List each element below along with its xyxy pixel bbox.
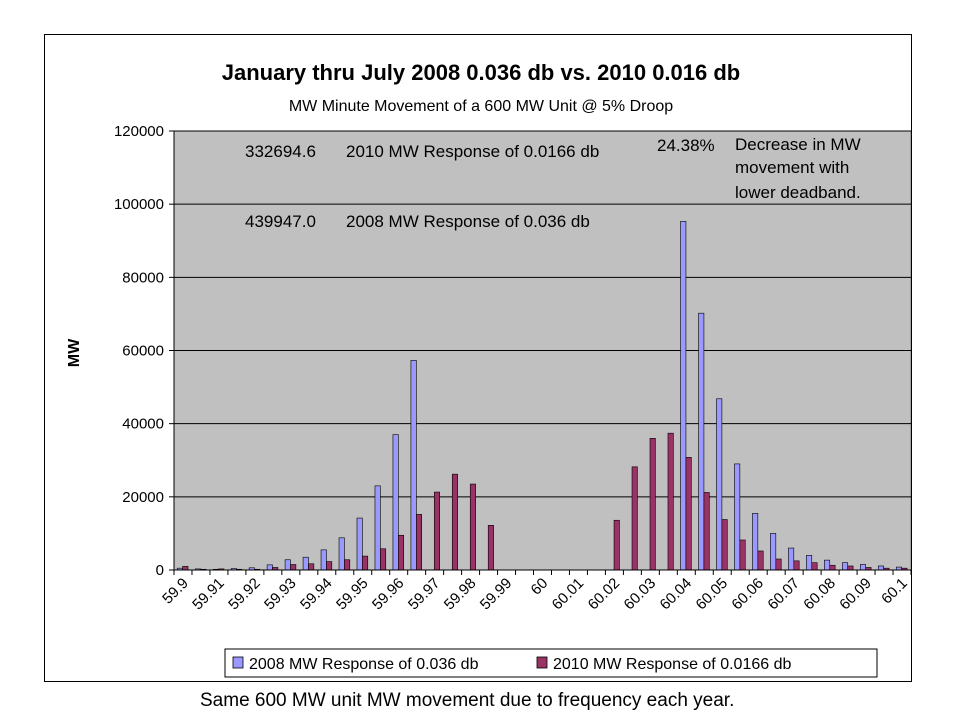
bar-2010 xyxy=(703,492,710,571)
bar-2008 xyxy=(877,565,884,571)
bar-2008 xyxy=(302,556,309,571)
bar-2010 xyxy=(829,564,836,571)
bar-2010 xyxy=(290,564,297,571)
bar-2010 xyxy=(739,539,746,571)
bar-2008 xyxy=(284,559,291,571)
x-tick-label: 60.1 xyxy=(878,575,911,608)
legend-swatch-2010 xyxy=(536,656,548,669)
bar-2010 xyxy=(649,437,656,571)
x-tick-label: 60.08 xyxy=(800,575,839,614)
x-tick-label: 60.06 xyxy=(728,575,767,614)
annotation-text: 332694.6 xyxy=(245,142,316,161)
y-tick-label: 0 xyxy=(156,562,164,579)
bar-2010 xyxy=(451,473,458,571)
x-tick-label: 59.92 xyxy=(225,575,264,614)
bar-2008 xyxy=(680,221,687,571)
bar-2008 xyxy=(734,463,741,571)
bar-2008 xyxy=(356,517,363,571)
legend-swatch-2008 xyxy=(232,656,244,669)
bar-2010 xyxy=(757,550,764,571)
bar-2008 xyxy=(842,562,849,571)
bar-2010 xyxy=(433,491,440,571)
y-tick-label: 20000 xyxy=(122,489,164,506)
x-tick-label: 60.04 xyxy=(657,575,696,614)
legend-label-2010: 2010 MW Response of 0.0166 db xyxy=(553,656,791,673)
x-tick-label: 59.98 xyxy=(441,575,480,614)
y-axis-label: MW xyxy=(66,338,83,367)
y-tick-label: 60000 xyxy=(122,343,164,360)
annotations: 332694.6 2010 MW Response of 0.0166 db 439… xyxy=(245,135,861,231)
x-tick-label: 59.9 xyxy=(159,575,192,608)
x-tick-label: 60.03 xyxy=(621,575,660,614)
x-tick-label: 59.96 xyxy=(369,575,408,614)
bar-2008 xyxy=(338,537,345,571)
bar-2010 xyxy=(362,555,369,571)
x-tick-label: 59.99 xyxy=(477,575,516,614)
x-tick-label: 60 xyxy=(528,575,552,599)
y-tick-label: 40000 xyxy=(122,416,164,433)
bar-2010 xyxy=(326,561,333,571)
x-tick-label: 60.05 xyxy=(693,575,732,614)
x-tick-label: 59.93 xyxy=(261,575,300,614)
annotation-text: movement with xyxy=(735,158,849,177)
bar-2008 xyxy=(392,434,399,571)
bar-2008 xyxy=(770,533,777,571)
chart-svg: January thru July 2008 0.036 db vs. 2010… xyxy=(66,60,911,678)
bar-2008 xyxy=(374,485,381,571)
chart-subtitle: MW Minute Movement of a 600 MW Unit @ 5%… xyxy=(289,98,673,115)
x-tick-label: 59.95 xyxy=(333,575,372,614)
bar-2008 xyxy=(806,555,813,571)
annotation-text: 2010 MW Response of 0.0166 db xyxy=(346,142,599,161)
bar-2010 xyxy=(811,562,818,571)
bar-2008 xyxy=(860,564,867,571)
x-tick-label: 60.02 xyxy=(585,575,624,614)
bar-2010 xyxy=(847,565,854,571)
bar-2010 xyxy=(398,534,405,571)
bar-2008 xyxy=(824,559,831,571)
y-tick-label: 120000 xyxy=(114,123,164,140)
y-tick-label: 100000 xyxy=(114,196,164,213)
annotation-text: 2008 MW Response of 0.036 db xyxy=(346,212,590,231)
chart-frame: January thru July 2008 0.036 db vs. 2010… xyxy=(44,34,912,682)
annotation-text: lower deadband. xyxy=(735,183,861,202)
bar-2010 xyxy=(416,514,423,571)
caption: Same 600 MW unit MW movement due to freq… xyxy=(200,690,735,711)
x-tick-label: 60.07 xyxy=(764,575,803,614)
bar-2008 xyxy=(698,312,705,571)
annotation-text: 439947.0 xyxy=(245,212,316,231)
bar-2010 xyxy=(469,483,476,571)
bar-2010 xyxy=(667,432,674,571)
bar-2010 xyxy=(775,558,782,571)
annotation-text: Decrease in MW xyxy=(735,135,861,154)
chart-title: January thru July 2008 0.036 db vs. 2010… xyxy=(222,60,741,85)
x-tick-label: 59.94 xyxy=(297,575,336,614)
x-tick-label: 60.09 xyxy=(836,575,875,614)
bar-2010 xyxy=(380,548,387,571)
x-tick-label: 60.01 xyxy=(549,575,588,614)
bars xyxy=(176,221,908,571)
bar-2010 xyxy=(631,466,638,571)
bar-2008 xyxy=(788,547,795,571)
bar-2008 xyxy=(266,564,273,571)
bar-2010 xyxy=(487,525,494,571)
bar-2010 xyxy=(721,519,728,571)
bar-2010 xyxy=(685,457,692,571)
bar-2010 xyxy=(308,563,315,571)
legend: 2008 MW Response of 0.036 db 2010 MW Resp… xyxy=(224,648,878,678)
bar-2008 xyxy=(410,360,417,571)
bar-2010 xyxy=(793,560,800,571)
bar-2010 xyxy=(182,566,189,571)
annotation-text: 24.38% xyxy=(657,136,715,155)
bar-2010 xyxy=(613,519,620,571)
y-tick-label: 80000 xyxy=(122,269,164,286)
bar-2008 xyxy=(716,398,723,571)
grid-lines xyxy=(174,130,911,498)
bar-2008 xyxy=(320,549,327,571)
x-tick-label: 59.97 xyxy=(405,575,444,614)
bar-2008 xyxy=(752,512,759,571)
bar-2010 xyxy=(344,559,351,571)
legend-box xyxy=(224,648,878,678)
x-tick-label: 59.91 xyxy=(189,575,228,614)
legend-label-2008: 2008 MW Response of 0.036 db xyxy=(249,656,479,673)
